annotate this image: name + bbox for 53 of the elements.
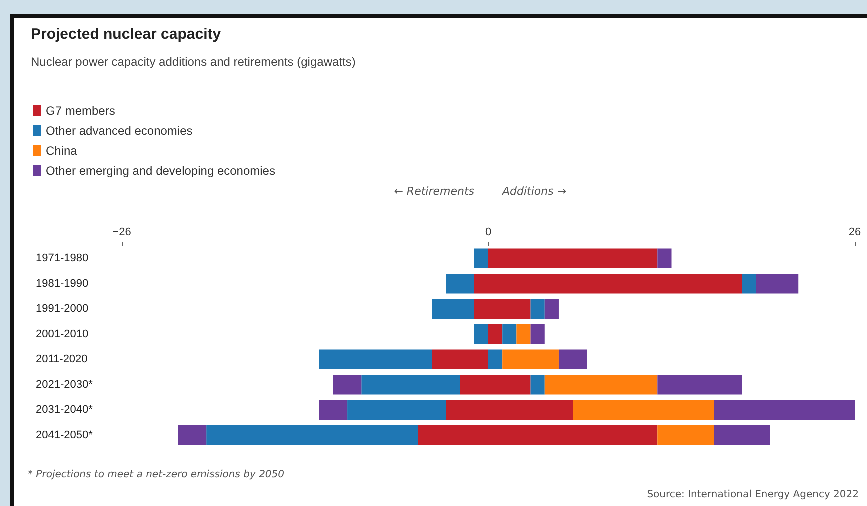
- x-tick-label: −26: [112, 226, 132, 238]
- bar: [362, 375, 460, 395]
- y-tick-label: 2001-2010: [36, 328, 89, 340]
- bar: [178, 426, 207, 446]
- bar: [558, 350, 588, 370]
- bar: [544, 299, 559, 319]
- text: * Projections to meet a net-zero emissions by 2050: [28, 470, 285, 480]
- bar: [348, 400, 446, 420]
- bar: [658, 248, 672, 268]
- y-tick-label: 2011-2020: [36, 354, 88, 366]
- y-tick-label: 2041-2050*: [36, 429, 94, 442]
- bar: [544, 375, 658, 395]
- bar: [658, 426, 714, 446]
- bar: [333, 375, 362, 395]
- bar: [530, 375, 545, 395]
- bar: [573, 400, 714, 420]
- source-note: Source: International Energy Agency 2022: [647, 490, 860, 500]
- legend-label: China: [46, 144, 78, 158]
- y-tick-label: 1971-1980: [36, 252, 89, 265]
- x-tick-label: 26: [848, 226, 862, 238]
- x-tick-label: 0: [485, 226, 492, 238]
- bar: [488, 324, 503, 344]
- legend-label: Other advanced economies: [46, 124, 193, 138]
- bar: [530, 324, 545, 344]
- text: Additions →: [502, 185, 567, 198]
- bar: [488, 350, 503, 370]
- chart-subtitle: Nuclear power capacity additions and retirements (gigawatts): [31, 55, 356, 69]
- y-tick-label: 1991-2000: [36, 303, 89, 316]
- bar: [714, 426, 770, 446]
- bar: [319, 400, 348, 420]
- bar: [714, 400, 855, 420]
- bar: [530, 299, 545, 319]
- bar: [474, 248, 488, 268]
- legend-label: Other emerging and developing economies: [46, 164, 276, 178]
- bar: [206, 426, 418, 446]
- bar: [756, 274, 799, 294]
- y-tick-label: 1981-1990: [36, 278, 89, 290]
- y-tick-label: 2031-2040*: [36, 404, 94, 416]
- chart-title: Projected nuclear capacity: [31, 26, 222, 43]
- bar: [319, 350, 432, 370]
- bar: [446, 274, 474, 294]
- bar: [432, 299, 474, 319]
- bar: [742, 274, 756, 294]
- bar: [502, 324, 517, 344]
- y-tick-label: 2021-2030*: [36, 378, 94, 391]
- bar: [516, 324, 531, 344]
- bar: [474, 324, 488, 344]
- bar: [488, 248, 658, 268]
- bar: [432, 350, 488, 370]
- text: ← Retirements: [394, 185, 475, 198]
- legend-label: G7 members: [46, 104, 116, 118]
- bar: [658, 375, 742, 395]
- bar: [502, 350, 559, 370]
